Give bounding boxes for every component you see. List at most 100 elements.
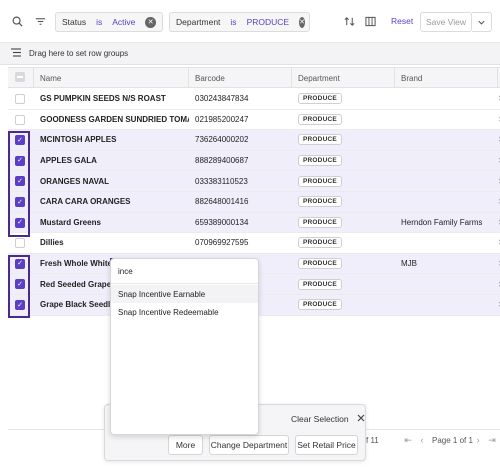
filter-value: Active [112, 17, 136, 27]
cell-name: Dillies [40, 238, 64, 248]
cell-department: PRODUCE [292, 213, 395, 233]
table-row[interactable]: ✓CARA CARA ORANGES882648001416PRODUCES [8, 192, 500, 213]
set-retail-price-button[interactable]: Set Retail Price [295, 435, 358, 455]
cell-department: PRODUCE [292, 110, 395, 130]
cell-brand [395, 192, 498, 212]
cell-name: MCINTOSH APPLES [40, 135, 117, 145]
cell-barcode: 033383110523 [195, 176, 248, 186]
remove-filter-icon[interactable]: ✕ [299, 16, 305, 28]
column-header-brand[interactable]: Brand [395, 68, 498, 88]
group-rows-icon [11, 48, 21, 59]
department-badge: PRODUCE [298, 299, 342, 311]
filter-icon[interactable] [31, 12, 49, 30]
next-page-icon[interactable]: › [476, 435, 480, 445]
dropdown-search-input[interactable]: ince [118, 267, 133, 276]
department-badge: PRODUCE [298, 134, 342, 146]
filter-field: Status [62, 17, 87, 27]
filter-field: Department [176, 17, 221, 27]
row-checkbox[interactable]: ✓ [15, 217, 25, 228]
cell-department: PRODUCE [292, 151, 395, 171]
cell-barcode: 659389000134 [195, 217, 249, 227]
table-row[interactable]: ✓MCINTOSH APPLES736264000202PRODUCES [8, 130, 500, 151]
dropdown-option-snap-incentive-redeemable[interactable]: Snap Incentive Redeemable [118, 307, 219, 317]
reset-button[interactable]: Reset [391, 16, 414, 26]
close-icon[interactable] [357, 414, 365, 424]
department-badge: PRODUCE [298, 113, 342, 125]
chevron-down-icon[interactable] [472, 12, 492, 32]
column-header-name[interactable]: Name [34, 68, 189, 88]
row-checkbox[interactable]: ✓ [15, 135, 25, 146]
row-checkbox[interactable]: ✓ [15, 300, 25, 310]
table-row[interactable]: ✓APPLES GALA888289400687PRODUCES [8, 150, 500, 172]
table-row[interactable]: GOODNESS GARDEN SUNDRIED TOMATOES 0219852… [8, 109, 500, 131]
filter-operator: is [96, 17, 103, 27]
cell-name: Red Seeded Grapes [40, 279, 116, 289]
cell-barcode: 030243847834 [195, 94, 249, 104]
prev-page-icon[interactable]: ‹ [420, 435, 424, 445]
department-badge: PRODUCE [298, 278, 342, 290]
search-icon[interactable] [8, 12, 26, 30]
column-header-barcode[interactable]: Barcode [189, 68, 292, 88]
cell-barcode: 021985200247 [195, 114, 249, 124]
clear-selection-label: Clear Selection [291, 414, 349, 424]
attribute-dropdown: ince Snap Incentive Earnable Snap Incent… [110, 258, 259, 435]
row-checkbox[interactable] [15, 94, 25, 104]
cell-brand [395, 171, 498, 191]
filter-value: PRODUCE [246, 17, 290, 27]
change-department-button[interactable]: Change Department [209, 435, 289, 455]
filter-operator: is [230, 17, 237, 27]
first-page-icon[interactable]: ⇤ [404, 434, 412, 445]
row-checkbox[interactable]: ✓ [15, 258, 25, 269]
cell-department: PRODUCE [292, 254, 395, 274]
table-row[interactable]: ✓ Mustard Greens 659389000134 PRODUCE Herndo… [8, 212, 500, 234]
cell-name: CARA CARA ORANGES [40, 197, 131, 207]
cell-department: PRODUCE [292, 274, 395, 294]
dropdown-option-snap-incentive-earnable[interactable]: Snap Incentive Earnable [111, 285, 258, 303]
row-checkbox[interactable] [15, 114, 25, 125]
remove-filter-icon[interactable]: ✕ [145, 16, 156, 28]
page-indicator: Page 1 of 1 [432, 436, 473, 445]
filter-bar: Status is Active ✕ Department is PRODUCE… [0, 0, 500, 43]
dropdown-divider [111, 283, 258, 284]
cell-department: PRODUCE [292, 171, 395, 191]
select-all-checkbox[interactable] [15, 72, 25, 82]
cell-name: Grape Black Seedless [40, 300, 124, 310]
cell-name: APPLES GALA [40, 156, 97, 166]
cell-name: Fresh Whole White Mu [40, 259, 126, 269]
department-badge: PRODUCE [298, 93, 342, 105]
table-row[interactable]: Dillies070969927595PRODUCES [8, 233, 500, 254]
table-row[interactable]: GS PUMPKIN SEEDS N/S ROAST 030243847834 PR… [8, 89, 500, 110]
more-button[interactable]: More [168, 435, 203, 455]
cell-brand [395, 89, 498, 109]
group-bar-label: Drag here to set row groups [29, 49, 129, 58]
row-checkbox[interactable] [15, 238, 25, 249]
row-checkbox[interactable]: ✓ [15, 197, 25, 207]
cell-brand [395, 274, 498, 294]
clear-selection-button[interactable]: Clear Selection [291, 414, 365, 424]
row-checkbox[interactable]: ✓ [15, 279, 25, 290]
cell-barcode: 070969927595 [195, 238, 249, 248]
row-checkbox[interactable]: ✓ [15, 176, 25, 187]
row-group-bar[interactable]: Drag here to set row groups [0, 43, 500, 65]
cell-department: PRODUCE [292, 295, 395, 315]
column-header-department[interactable]: Department [292, 68, 395, 88]
cell-brand [395, 295, 498, 315]
row-checkbox[interactable]: ✓ [15, 155, 25, 166]
cell-name: ORANGES NAVAL [40, 176, 110, 186]
last-page-icon[interactable]: ⇥ [488, 434, 496, 445]
columns-icon[interactable] [361, 12, 379, 30]
select-all-cell [8, 68, 34, 88]
cell-department: PRODUCE [292, 130, 395, 150]
filter-chip-status[interactable]: Status is Active ✕ [55, 12, 163, 32]
cell-department: PRODUCE [292, 89, 395, 109]
department-badge: PRODUCE [298, 175, 342, 187]
table-row[interactable]: ✓ORANGES NAVAL033383110523PRODUCES [8, 171, 500, 192]
department-badge: PRODUCE [298, 155, 342, 167]
cell-barcode: 882648001416 [195, 197, 249, 207]
filter-chip-department[interactable]: Department is PRODUCE ✕ [169, 12, 310, 32]
sort-icon[interactable] [340, 12, 358, 30]
save-view-button[interactable]: Save View [420, 12, 472, 32]
cell-department: PRODUCE [292, 233, 395, 253]
row-count: f 11 [366, 436, 379, 445]
cell-barcode: 888289400687 [195, 156, 249, 166]
